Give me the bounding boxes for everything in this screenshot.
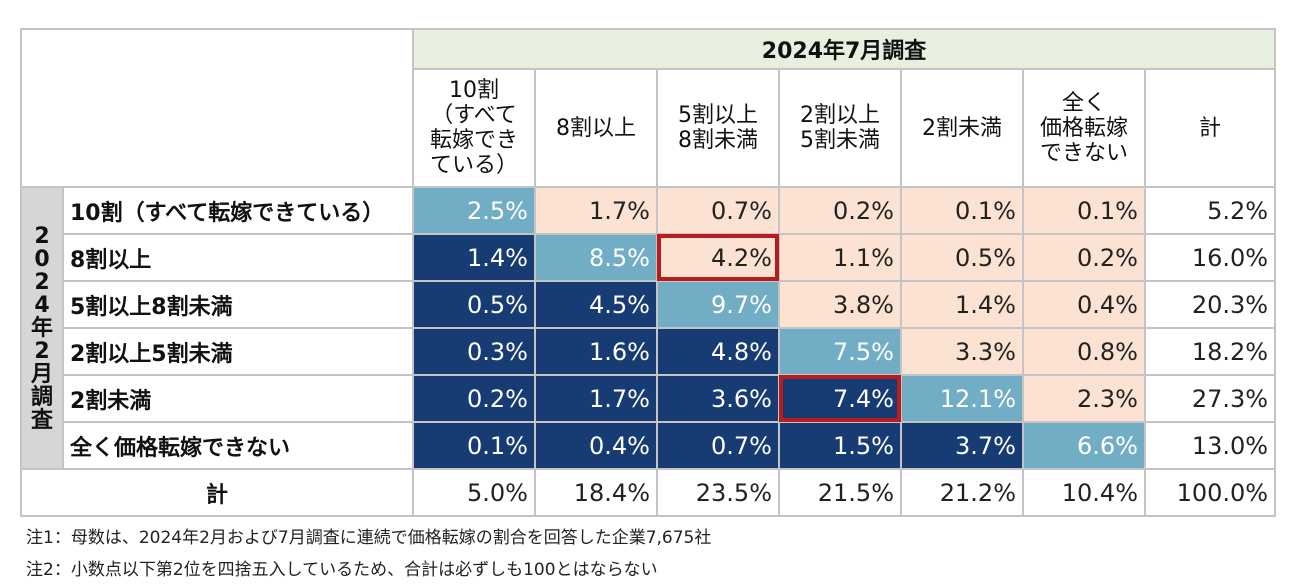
- note-2: 注2：小数点以下第2位を四捨五入しているため、合計は必ずしも100とはならない: [26, 560, 658, 580]
- data-cell: 1.6%: [534, 327, 658, 376]
- data-cell: 0.2%: [1022, 233, 1146, 282]
- data-cell: 18.4%: [534, 468, 658, 517]
- data-cell: 20.3%: [1143, 280, 1277, 329]
- data-cell: 9.7%: [656, 280, 780, 329]
- note-1: 注1：母数は、2024年2月および7月調査に連続で価格転嫁の割合を回答した企業7…: [26, 528, 712, 548]
- data-cell: 23.5%: [656, 468, 780, 517]
- column-header-4: 2割未満: [900, 68, 1024, 188]
- transition-table-container: 2024年7月調査 10割 （すべて 転嫁でき ている） 8割以上 5割以上 8割未…: [20, 28, 1277, 517]
- row-label: 8割以上: [62, 233, 414, 282]
- data-cell: 21.5%: [778, 468, 902, 517]
- data-cell: 4.5%: [534, 280, 658, 329]
- data-cell: 1.7%: [534, 374, 658, 423]
- data-cell: 10.4%: [1022, 468, 1146, 517]
- data-cell: 18.2%: [1143, 327, 1277, 376]
- data-cell: 3.7%: [900, 421, 1024, 470]
- column-header-1: 8割以上: [534, 68, 658, 188]
- survey-february-char: 0: [34, 246, 50, 272]
- data-cell: 1.5%: [778, 421, 902, 470]
- data-cell: 100.0%: [1143, 468, 1277, 517]
- survey-february-char: 年: [30, 315, 53, 341]
- row-label: 10割（すべて転嫁できている）: [62, 186, 414, 235]
- highlighted-data-cell: 7.4%: [778, 374, 902, 423]
- data-cell: 0.2%: [412, 374, 536, 423]
- data-cell: 3.8%: [778, 280, 902, 329]
- row-label: 2割未満: [62, 374, 414, 423]
- survey-february-char: 2: [34, 223, 50, 249]
- row-label: 2割以上5割未満: [62, 327, 414, 376]
- data-cell: 0.7%: [656, 186, 780, 235]
- data-cell: 2.3%: [1022, 374, 1146, 423]
- column-header-3: 2割以上 5割未満: [778, 68, 902, 188]
- corner-cell: [20, 28, 414, 188]
- data-cell: 1.4%: [900, 280, 1024, 329]
- data-cell: 5.0%: [412, 468, 536, 517]
- data-cell: 3.6%: [656, 374, 780, 423]
- data-cell: 6.6%: [1022, 421, 1146, 470]
- table-row: 2割未満 0.2% 1.7% 3.6% 7.4% 12.1% 2.3% 27.3%: [21, 374, 1277, 423]
- survey-july-header: 2024年7月調査: [411, 28, 1277, 70]
- column-header-5: 全く 価格転嫁 できない: [1022, 68, 1146, 188]
- data-cell: 5.2%: [1143, 186, 1277, 235]
- column-header-row: 10割 （すべて 転嫁でき ている） 8割以上 5割以上 8割未満 2割以上 5割未満…: [21, 68, 1277, 188]
- data-cell: 3.3%: [900, 327, 1024, 376]
- data-cell: 7.5%: [778, 327, 902, 376]
- data-cell: 1.7%: [534, 186, 658, 235]
- data-cell: 0.3%: [412, 327, 536, 376]
- data-cell: 4.8%: [656, 327, 780, 376]
- price-pass-through-transition-table: 2024年7月調査 10割 （すべて 転嫁でき ている） 8割以上 5割以上 8割未…: [20, 28, 1277, 517]
- column-header-0: 10割 （すべて 転嫁でき ている）: [412, 68, 536, 188]
- highlighted-data-cell: 4.2%: [656, 233, 780, 282]
- data-cell: 13.0%: [1143, 421, 1277, 470]
- data-cell: 2.5%: [412, 186, 536, 235]
- data-cell: 27.3%: [1143, 374, 1277, 423]
- data-cell: 0.1%: [900, 186, 1024, 235]
- data-cell: 0.2%: [778, 186, 902, 235]
- data-cell: 8.5%: [534, 233, 658, 282]
- row-label: 全く価格転嫁できない: [62, 421, 414, 470]
- data-cell: 0.1%: [1022, 186, 1146, 235]
- table-row: 2割以上5割未満 0.3% 1.6% 4.8% 7.5% 3.3% 0.8% 18.2%: [21, 327, 1277, 376]
- table-row: 全く価格転嫁できない 0.1% 0.4% 0.7% 1.5% 3.7% 6.6% 13.0%: [21, 421, 1277, 470]
- data-cell: 12.1%: [900, 374, 1024, 423]
- survey-february-char: 調: [30, 384, 53, 410]
- total-row: 計 5.0% 18.4% 23.5% 21.5% 21.2% 10.4% 100.0%: [20, 468, 1277, 517]
- column-header-6: 計: [1143, 68, 1277, 188]
- table-row: 2 0 2 4 年 2 月調査 10割（すべて転嫁できている） 2.5% 1.7% 0.7% 0.2%…: [20, 186, 1277, 470]
- data-cell: 21.2%: [900, 468, 1024, 517]
- survey-february-char: 査: [30, 407, 53, 433]
- data-cell: 0.1%: [412, 421, 536, 470]
- table-row: 5割以上8割未満 0.5% 4.5% 9.7% 3.8% 1.4% 0.4% 20.3%: [21, 280, 1277, 329]
- data-cell: 0.5%: [900, 233, 1024, 282]
- data-cell: 0.5%: [412, 280, 536, 329]
- row-label: 5割以上8割未満: [62, 280, 414, 329]
- column-header-2: 5割以上 8割未満: [656, 68, 780, 188]
- survey-february-char: 月: [30, 361, 53, 387]
- data-cell: 1.4%: [412, 233, 536, 282]
- table-row: 8割以上 1.4% 8.5% 4.2% 1.1% 0.5% 0.2% 16.0%: [21, 233, 1277, 282]
- survey-february-char: 2: [34, 269, 50, 295]
- table-body: 2 0 2 4 年 2 月調査 10割（すべて転嫁できている） 2.5% 1.7% 0.7% 0.2%…: [20, 186, 1277, 517]
- data-cell: 1.1%: [778, 233, 902, 282]
- data-cell: 0.4%: [534, 421, 658, 470]
- data-cell: 16.0%: [1143, 233, 1277, 282]
- survey-february-char: 2: [34, 338, 50, 364]
- survey-february-char: 4: [34, 292, 50, 318]
- total-row-label: 計: [20, 468, 414, 517]
- data-cell: 0.8%: [1022, 327, 1146, 376]
- data-cell: 0.7%: [656, 421, 780, 470]
- data-cell: 0.4%: [1022, 280, 1146, 329]
